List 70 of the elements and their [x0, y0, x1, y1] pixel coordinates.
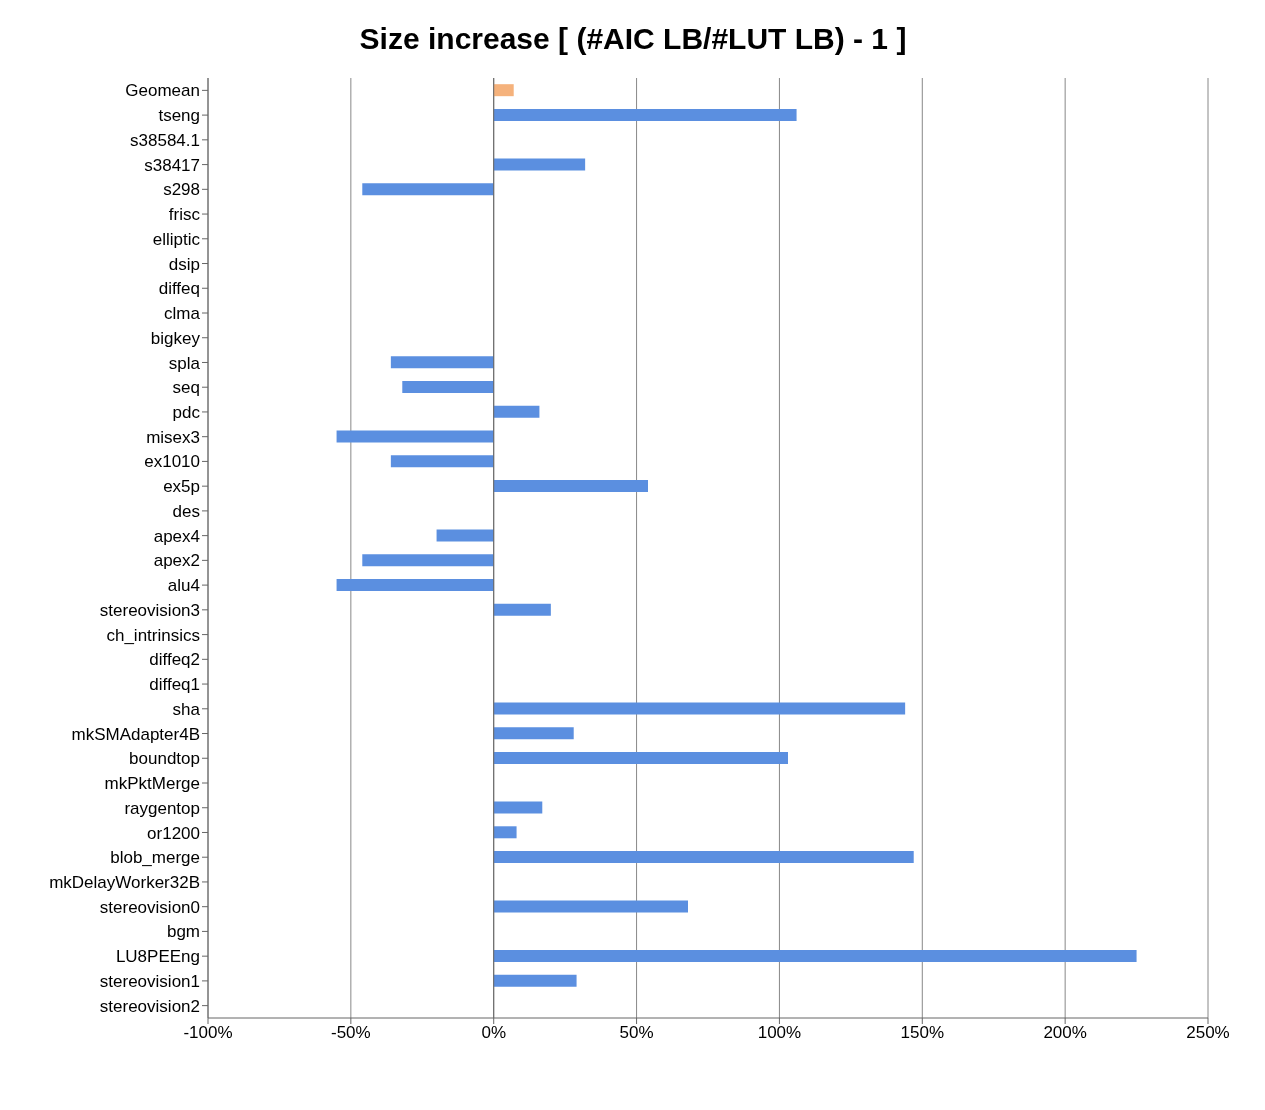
bar: [390, 455, 494, 468]
y-tick-label: stereovision0: [99, 897, 200, 917]
y-tick-label: diffeq2: [149, 650, 200, 670]
x-tick-label: 250%: [1186, 1023, 1230, 1043]
y-tick-label: stereovision2: [99, 996, 200, 1016]
y-tick-label: mkSMAdapter4B: [71, 724, 200, 744]
bar: [493, 801, 543, 814]
y-tick-label: ch_intrinsics: [106, 625, 200, 645]
bar: [493, 158, 586, 171]
y-tick-label: bigkey: [150, 328, 201, 348]
y-tick-label: apex4: [153, 526, 200, 546]
bar: [493, 974, 577, 987]
bar: [362, 554, 494, 567]
bar: [493, 752, 788, 765]
y-tick-label: mkPktMerge: [104, 774, 200, 794]
y-tick-label: frisc: [168, 205, 201, 225]
x-tick-label: 100%: [757, 1023, 802, 1043]
y-tick-label: des: [172, 501, 200, 521]
y-tick-label: Geomean: [125, 81, 200, 101]
y-tick-label: stereovision1: [99, 971, 200, 991]
y-tick-label: blob_merge: [110, 848, 200, 868]
y-tick-label: tseng: [158, 106, 200, 126]
y-tick-label: raygentop: [124, 798, 200, 818]
y-tick-label: elliptic: [152, 229, 201, 249]
bar: [336, 430, 494, 443]
bar: [493, 949, 1137, 962]
bar: [493, 826, 517, 839]
y-tick-label: bgm: [166, 922, 200, 942]
bar: [493, 405, 540, 418]
y-tick-label: or1200: [147, 823, 200, 843]
bar: [493, 479, 648, 492]
y-tick-label: seq: [172, 378, 200, 398]
x-tick-label: -50%: [331, 1023, 371, 1043]
y-tick-label: LU8PEEng: [115, 947, 200, 967]
bar: [402, 381, 494, 394]
y-tick-label: mkDelayWorker32B: [49, 872, 200, 892]
chart-title: Size increase [ (#AIC LB/#LUT LB) - 1 ]: [358, 22, 908, 56]
bar: [336, 578, 494, 591]
bar: [493, 900, 688, 913]
y-tick-label: alu4: [167, 576, 200, 596]
x-tick-label: 50%: [619, 1023, 654, 1043]
y-tick-label: s38417: [144, 155, 200, 175]
x-tick-label: 0%: [481, 1023, 506, 1043]
y-tick-label: s298: [163, 180, 200, 200]
bar: [493, 108, 797, 121]
y-tick-label: boundtop: [129, 749, 200, 769]
y-tick-label: pdc: [172, 402, 201, 422]
y-tick-label: apex2: [153, 551, 200, 571]
bar: [493, 702, 906, 715]
bar: [493, 603, 551, 616]
bar: [390, 356, 494, 369]
y-tick-label: diffeq1: [149, 675, 200, 695]
y-tick-label: s38584.1: [130, 130, 200, 150]
y-tick-label: stereovision3: [99, 600, 200, 620]
x-tick-label: 200%: [1043, 1023, 1087, 1043]
bar: [493, 84, 514, 97]
x-tick-label: 150%: [900, 1023, 945, 1043]
bar: [436, 529, 494, 542]
y-tick-label: misex3: [146, 427, 200, 447]
y-tick-label: ex5p: [163, 477, 200, 497]
y-tick-label: diffeq: [158, 279, 200, 299]
y-tick-label: dsip: [168, 254, 200, 274]
y-tick-label: spla: [168, 353, 201, 373]
y-tick-label: clma: [164, 304, 201, 324]
y-tick-label: sha: [172, 699, 201, 719]
y-tick-label: ex1010: [144, 452, 200, 472]
bar: [493, 851, 914, 864]
bar: [493, 727, 574, 740]
x-tick-label: -100%: [183, 1023, 233, 1043]
bar: [362, 183, 494, 196]
